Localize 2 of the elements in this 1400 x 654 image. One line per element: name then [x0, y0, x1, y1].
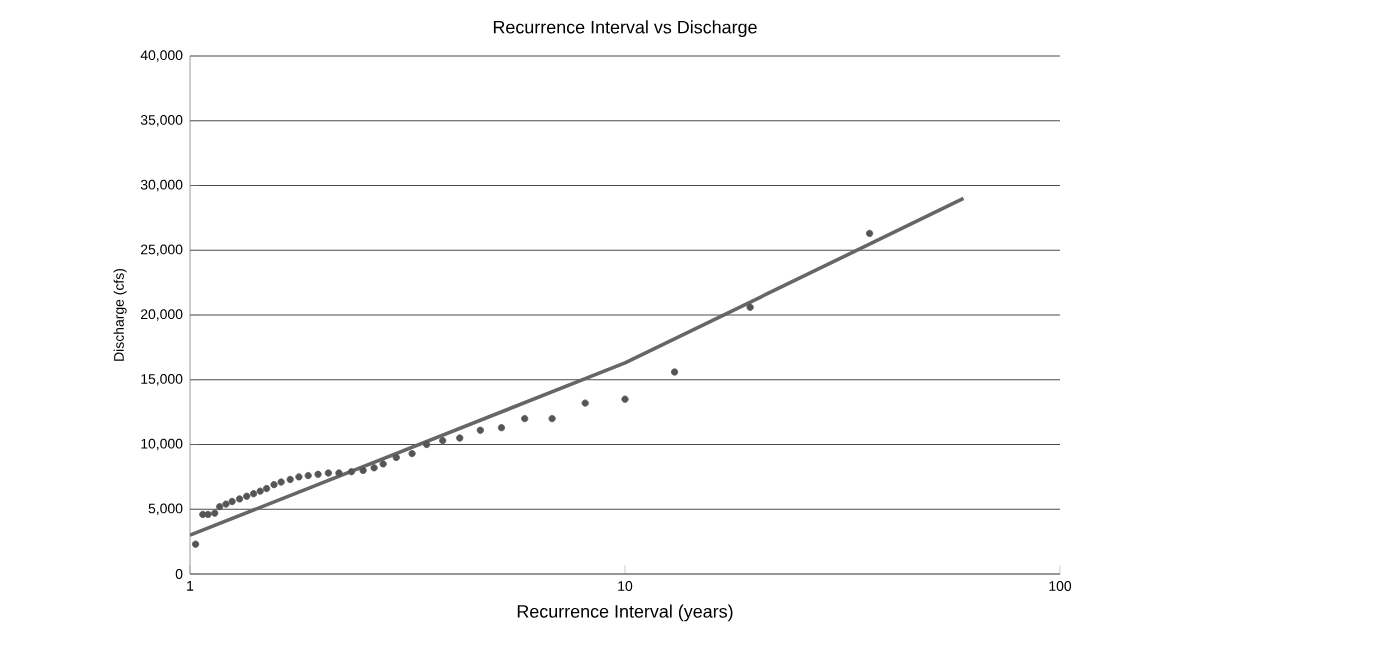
- chart-title: Recurrence Interval vs Discharge: [493, 20, 757, 37]
- x-axis-title: Recurrence Interval (years): [517, 604, 733, 622]
